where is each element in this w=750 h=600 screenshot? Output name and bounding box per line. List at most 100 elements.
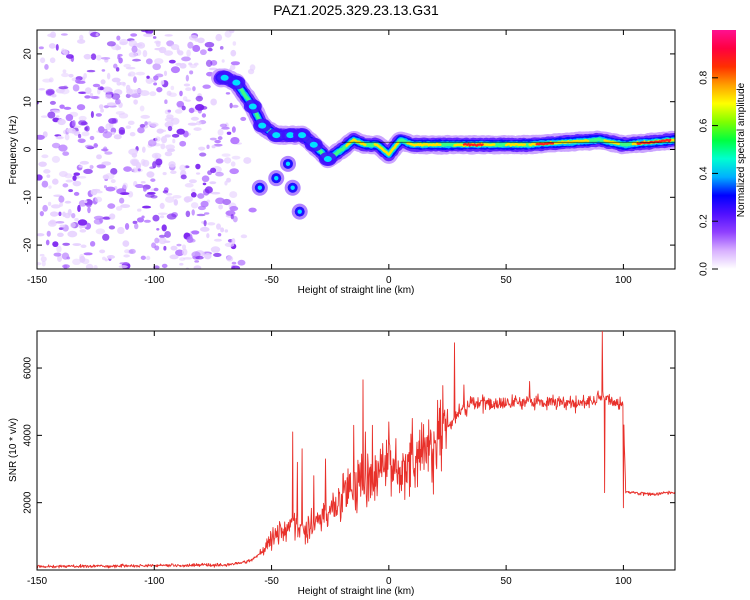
noise-speckle <box>195 163 201 170</box>
noise-speckle <box>203 253 212 260</box>
colorbar-tick-label: 0.4 <box>699 166 710 180</box>
spectrogram-xtick-label: 0 <box>386 275 392 286</box>
noise-speckle <box>182 257 193 260</box>
noise-speckle <box>67 208 72 216</box>
noise-speckle <box>179 164 187 172</box>
noise-speckle <box>204 41 215 48</box>
noise-speckle <box>96 164 106 169</box>
noise-speckle <box>168 59 176 64</box>
noise-speckle <box>215 33 223 42</box>
noise-speckle <box>207 47 213 52</box>
noise-speckle <box>170 66 180 74</box>
noise-speckle <box>115 111 125 115</box>
noise-speckle <box>105 186 116 192</box>
noise-speckle <box>102 216 112 220</box>
branch-blob-core <box>297 209 302 214</box>
noise-speckle <box>116 46 122 50</box>
noise-speckle <box>106 72 111 80</box>
noise-speckle <box>199 105 208 110</box>
chirp-blob-core <box>309 141 318 148</box>
noise-speckle <box>83 168 93 175</box>
spectrogram-ytick-label: 20 <box>23 48 34 60</box>
noise-speckle <box>152 214 160 222</box>
noise-speckle <box>97 86 105 91</box>
noise-speckle <box>230 161 236 167</box>
noise-speckle <box>128 248 136 254</box>
noise-speckle <box>224 242 235 247</box>
noise-speckle <box>78 133 82 139</box>
noise-speckle <box>159 215 165 219</box>
noise-speckle <box>195 255 204 260</box>
noise-speckle <box>167 109 172 113</box>
spectrogram-xtick-label: -50 <box>264 275 279 286</box>
noise-speckle <box>207 222 216 226</box>
noise-speckle <box>210 98 217 106</box>
noise-speckle <box>175 249 184 257</box>
noise-speckle <box>195 95 204 102</box>
snr-axes: -150 -100 -50 0 50 100 2000 4000 6000 <box>23 331 675 587</box>
chirp-core-yellow <box>406 141 442 147</box>
noise-speckle <box>220 227 225 233</box>
noise-speckle <box>149 91 157 97</box>
noise-speckle <box>86 204 92 208</box>
noise-speckle <box>240 116 247 122</box>
noise-speckle <box>164 230 171 238</box>
noise-speckle <box>164 34 173 37</box>
noise-speckle <box>144 121 148 126</box>
noise-speckle <box>174 109 183 114</box>
noise-speckle <box>58 86 69 90</box>
noise-speckle <box>166 148 176 152</box>
noise-speckle <box>57 135 63 139</box>
noise-speckle <box>170 245 178 251</box>
snr-series-line <box>37 331 675 569</box>
colorbar-ticks: 0.0 0.2 0.4 0.6 0.8 <box>699 70 718 276</box>
noise-speckle <box>145 255 151 261</box>
noise-speckle <box>90 111 94 118</box>
noise-speckle <box>139 123 146 128</box>
noise-speckle <box>119 38 129 45</box>
noise-speckle <box>87 206 91 214</box>
noise-speckle <box>168 161 176 168</box>
noise-speckle <box>113 134 122 140</box>
noise-speckle <box>162 172 167 176</box>
noise-speckle <box>110 179 116 184</box>
noise-speckle <box>84 125 90 132</box>
noise-speckle <box>51 142 61 149</box>
noise-speckle <box>89 241 96 247</box>
noise-speckle <box>102 174 110 180</box>
noise-speckle <box>155 73 164 78</box>
noise-speckle <box>45 88 55 96</box>
noise-speckle <box>164 121 174 128</box>
noise-speckle <box>225 210 236 217</box>
noise-speckle <box>193 265 202 269</box>
snr-frame <box>36 330 676 571</box>
noise-speckle <box>201 175 210 183</box>
noise-speckle <box>154 237 160 244</box>
noise-speckle <box>231 237 236 245</box>
noise-speckle <box>188 107 195 114</box>
chirp-core-yellow <box>504 142 527 147</box>
noise-speckle <box>163 240 171 244</box>
noise-speckle <box>152 36 157 39</box>
noise-speckle <box>154 47 163 51</box>
noise-speckle <box>142 49 148 58</box>
noise-speckle <box>163 50 174 56</box>
noise-speckle <box>211 145 216 149</box>
noise-speckle <box>37 134 45 140</box>
noise-speckle <box>202 84 211 89</box>
noise-speckle <box>102 256 106 261</box>
noise-speckle <box>179 90 183 97</box>
noise-speckle <box>77 39 86 44</box>
noise-speckle <box>143 33 154 38</box>
noise-speckle <box>71 213 76 219</box>
noise-speckle <box>64 200 72 204</box>
noise-speckle <box>137 208 142 212</box>
noise-speckle <box>108 225 116 230</box>
colorbar: 0.0 0.2 0.4 0.6 0.8 Normalized spectral ampl… <box>699 30 747 276</box>
noise-speckle <box>128 52 138 58</box>
snr-xtick-label: -150 <box>27 576 47 587</box>
noise-speckle <box>108 117 117 124</box>
